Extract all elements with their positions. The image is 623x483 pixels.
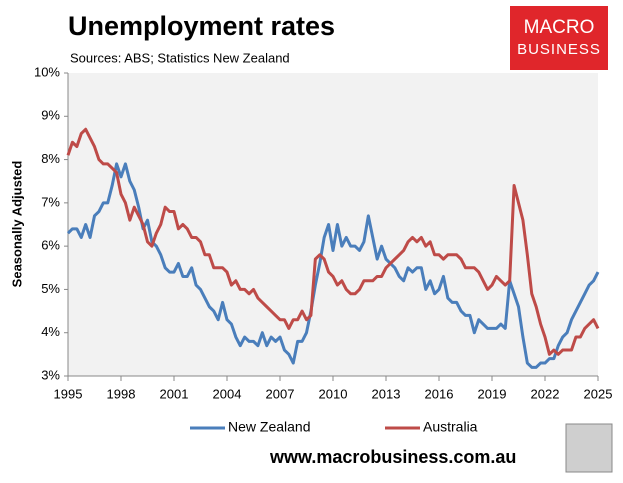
x-tick-label: 2022 (531, 386, 560, 401)
legend-label: New Zealand (228, 419, 311, 435)
x-tick-label: 2016 (425, 386, 454, 401)
x-tick-label: 2013 (372, 386, 401, 401)
x-tick-label: 2010 (319, 386, 348, 401)
legend-label: Australia (423, 419, 478, 435)
x-tick-label: 1998 (107, 386, 136, 401)
y-tick-label: 9% (41, 108, 60, 123)
y-tick-label: 6% (41, 238, 60, 253)
y-tick-label: 10% (34, 64, 60, 79)
x-tick-label: 2025 (584, 386, 613, 401)
plot-background (68, 73, 598, 376)
y-tick-label: 8% (41, 151, 60, 166)
chart-subtitle: Sources: ABS; Statistics New Zealand (70, 50, 290, 65)
x-tick-label: 2004 (213, 386, 242, 401)
logo-text: BUSINESS (517, 41, 601, 58)
chart-title: Unemployment rates (68, 11, 335, 41)
y-tick-label: 3% (41, 367, 60, 382)
website: www.macrobusiness.com.au (269, 447, 516, 467)
x-tick-label: 1995 (54, 386, 83, 401)
logo-text: MACRO (524, 17, 595, 38)
y-tick-label: 5% (41, 281, 60, 296)
y-tick-label: 7% (41, 194, 60, 209)
logo-box (510, 6, 608, 70)
y-axis-label: Seasonally Adjusted (9, 161, 24, 288)
wolf-icon (565, 423, 613, 473)
series-line (66, 127, 600, 356)
x-tick-label: 2007 (266, 386, 295, 401)
x-tick-label: 2019 (478, 386, 507, 401)
x-tick-label: 2001 (160, 386, 189, 401)
y-tick-label: 4% (41, 324, 60, 339)
